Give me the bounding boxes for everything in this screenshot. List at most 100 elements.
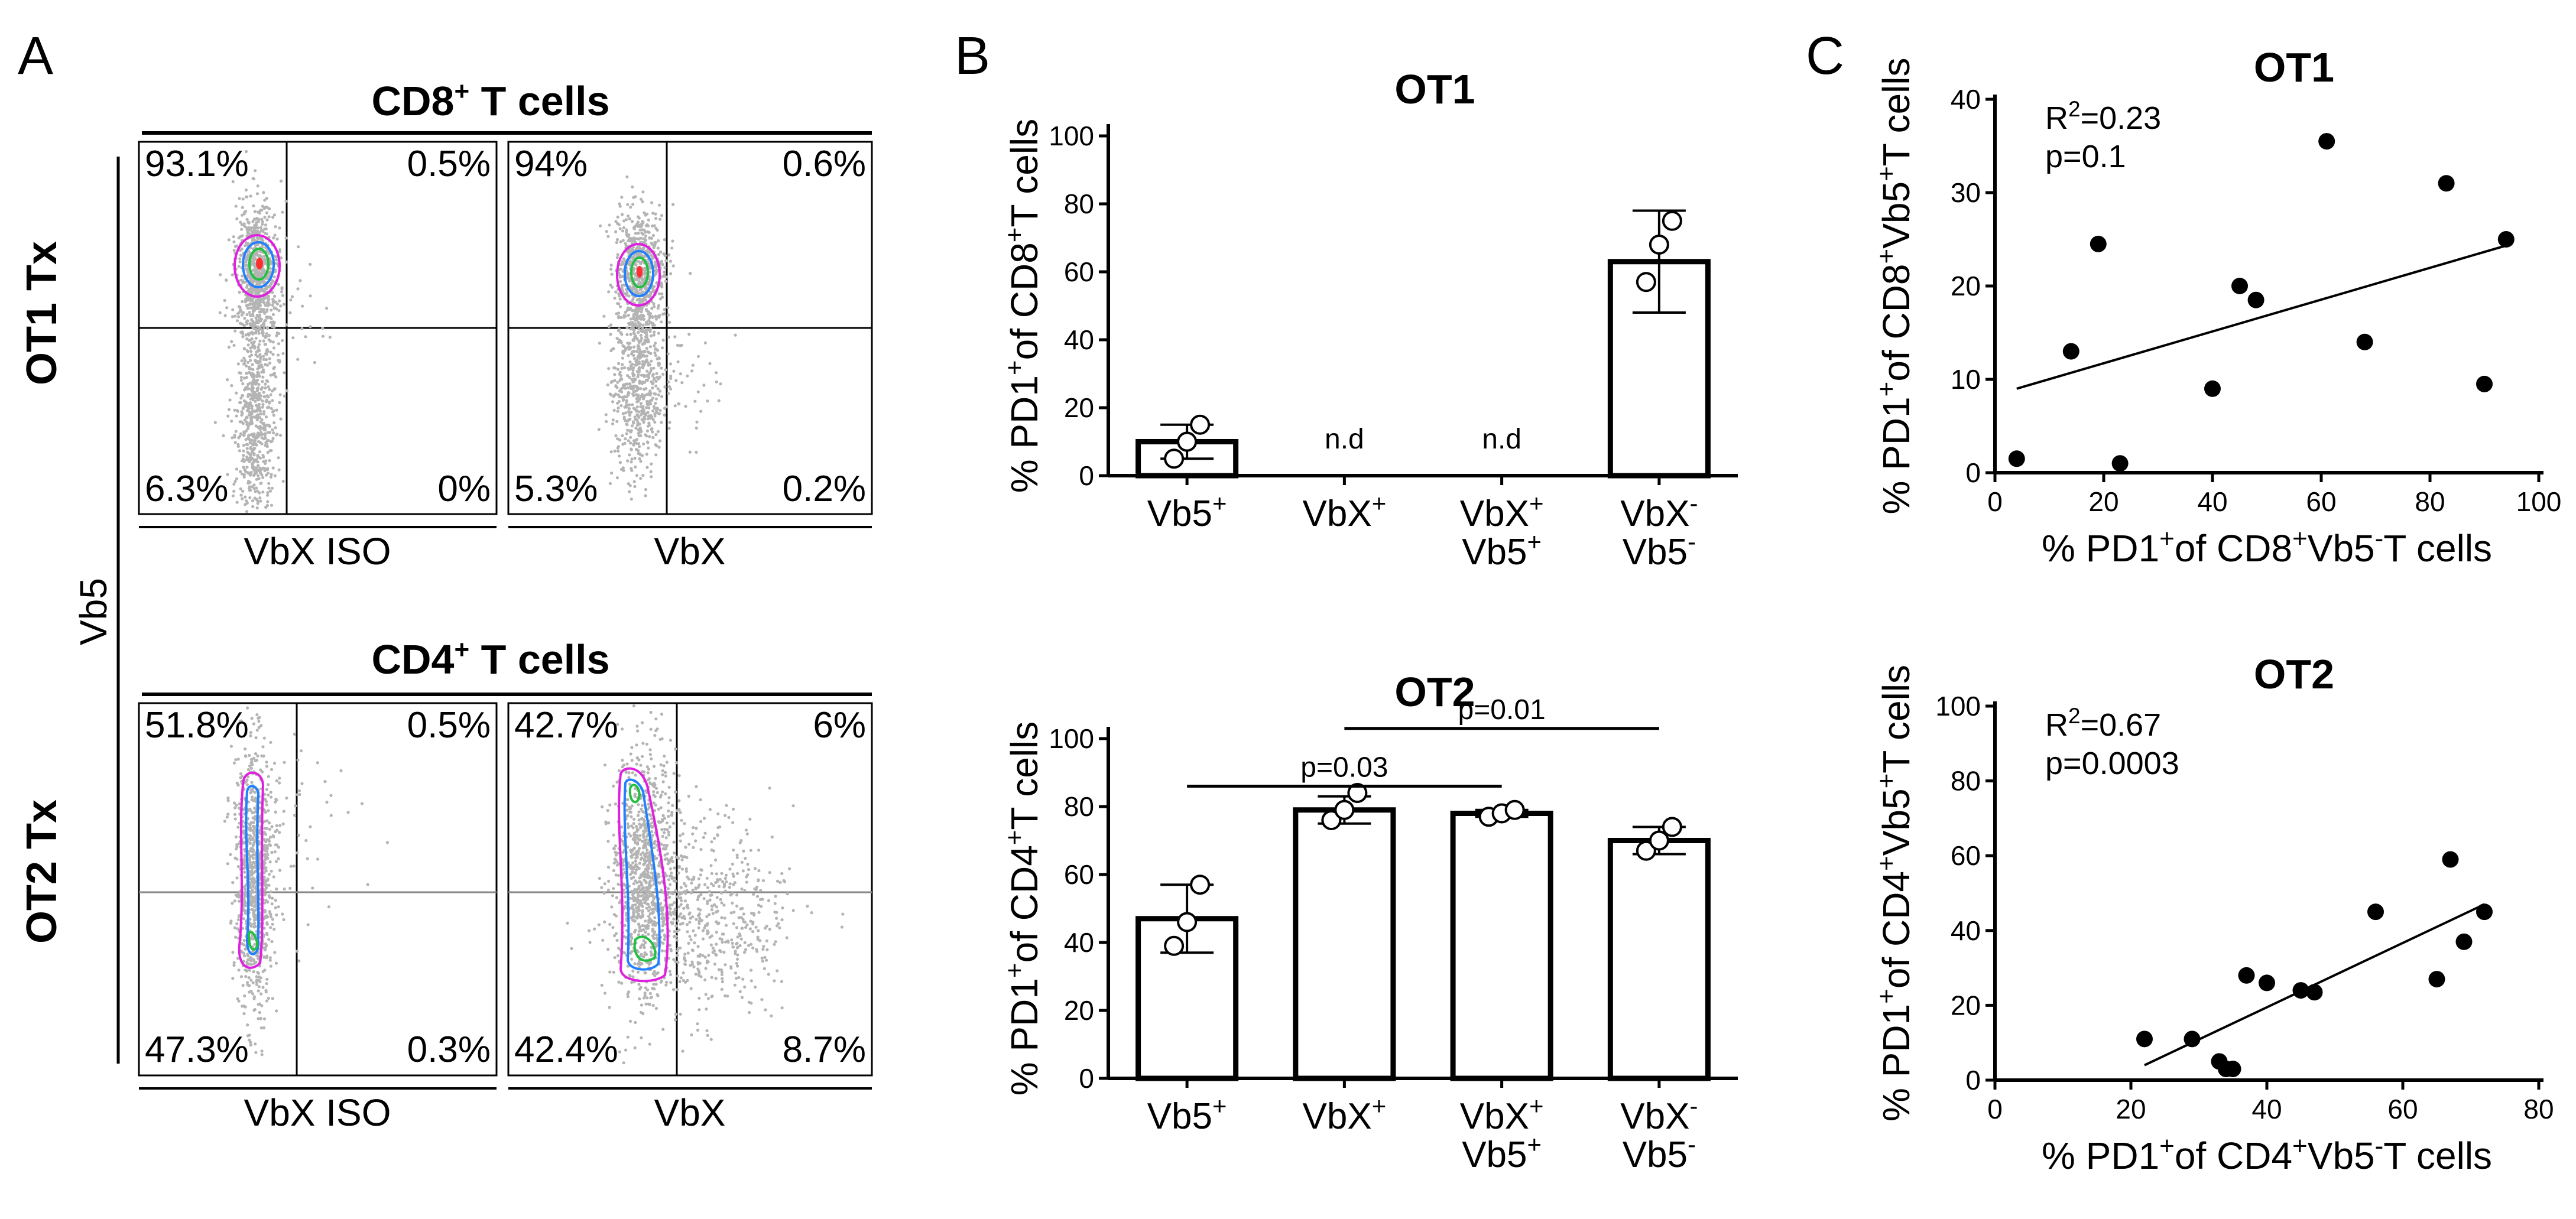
flow-event-dot [641,454,644,457]
flow-event-dot [588,929,591,932]
flow-event-dot [271,291,274,294]
flow-event-dot [255,250,259,253]
pct-ul: 93.1% [145,144,249,184]
flow-event-dot [250,337,254,341]
flow-event-dot [648,886,651,889]
flow-event-dot [702,897,706,901]
flow-event-dot [617,449,620,453]
flow-event-dot [650,307,654,310]
flow-event-dot [616,401,619,405]
flow-event-dot [241,422,245,425]
flow-event-dot [250,789,254,793]
flow-event-dot [602,892,606,895]
flow-event-dot [677,866,681,869]
flow-event-dot [633,456,637,460]
flow-event-dot [634,928,637,932]
flow-event-dot [664,279,667,283]
flow-event-dot [238,371,241,375]
flow-event-dot [232,249,236,252]
flow-event-dot [644,374,648,378]
flow-event-dot [236,409,239,413]
flow-event-dot [626,822,630,825]
flow-event-dot [698,961,702,965]
flow-event-dot [262,391,265,394]
flow-event-dot [242,858,246,862]
flow-event-dot [651,929,654,933]
flow-event-dot [628,453,631,457]
flow-event-dot [251,847,254,850]
flow-event-dot [241,489,245,493]
flow-event-dot [647,424,651,427]
scatter-dots [566,704,845,1065]
flow-event-dot [680,867,684,871]
flow-event-dot [690,1033,693,1036]
flow-event-dot [231,951,235,954]
flow-event-dot [695,450,698,454]
flow-event-dot [635,827,639,831]
flow-event-dot [631,771,634,775]
flow-event-dot [263,227,267,231]
flow-event-dot [653,921,656,925]
flow-event-dot [705,1029,709,1032]
flow-event-dot [670,921,673,924]
flow-event-dot [258,230,262,234]
flow-event-dot [738,990,742,993]
flow-event-dot [608,482,612,486]
flow-event-dot [258,273,261,277]
flow-event-dot [271,918,274,921]
flow-event-dot [225,306,229,310]
flow-event-dot [265,394,269,398]
flow-event-dot [641,770,644,773]
flow-event-dot [298,793,301,797]
flow-event-dot [283,371,286,375]
flow-event-dot [251,899,254,902]
flow-event-dot [252,415,255,419]
flow-event-dot [626,1035,630,1039]
flow-event-dot [256,413,260,417]
flow-event-dot [255,389,259,393]
flow-event-dot [651,899,655,903]
flow-event-dot [627,391,630,394]
flow-event-dot [652,790,656,794]
flow-event-dot [264,833,268,836]
flow-event-dot [270,902,274,906]
flow-event-dot [625,432,628,435]
pct-ur: 0.6% [783,144,866,184]
flow-event-dot [662,252,666,256]
flow-event-dot [724,814,727,817]
flow-event-dot [683,855,686,859]
flow-event-dot [647,902,650,906]
flow-event-dot [246,443,249,447]
flow-event-dot [680,343,683,347]
flow-event-dot [256,226,259,230]
flow-event-dot [640,943,644,947]
flow-event-dot [641,846,645,850]
flow-event-dot [663,934,667,938]
flow-event-dot [654,226,658,230]
flow-event-dot [635,418,639,422]
flow-event-dot [728,867,732,871]
flow-event-dot [658,412,661,415]
flow-event-dot [635,909,638,914]
flow-event-dot [680,858,684,862]
flow-event-dot [263,206,267,209]
flow-event-dot [656,407,659,410]
flow-event-dot [740,887,744,891]
flow-event-dot [285,260,288,264]
flow-event-dot [628,360,632,364]
flow-event-dot [730,938,734,942]
flow-event-dot [283,394,287,398]
flow-event-dot [266,304,270,308]
flow-event-dot [250,877,254,881]
flow-event-dot [718,825,722,828]
flow-event-dot [620,981,624,985]
flow-event-dot [257,346,260,349]
flow-event-dot [640,306,644,310]
flow-event-dot [600,983,604,987]
flow-event-dot [241,335,245,339]
flow-event-dot [731,821,735,824]
flow-event-dot [632,384,636,388]
flow-event-dot [262,321,265,325]
flow-event-dot [272,431,275,435]
